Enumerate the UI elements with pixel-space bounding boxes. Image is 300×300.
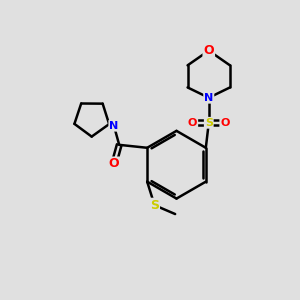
Text: S: S — [205, 118, 213, 128]
Text: O: O — [188, 118, 197, 128]
Text: O: O — [220, 118, 230, 128]
Text: N: N — [204, 93, 213, 103]
Text: O: O — [203, 44, 214, 57]
Text: O: O — [109, 158, 119, 170]
Text: N: N — [109, 121, 119, 131]
Text: S: S — [150, 199, 159, 212]
